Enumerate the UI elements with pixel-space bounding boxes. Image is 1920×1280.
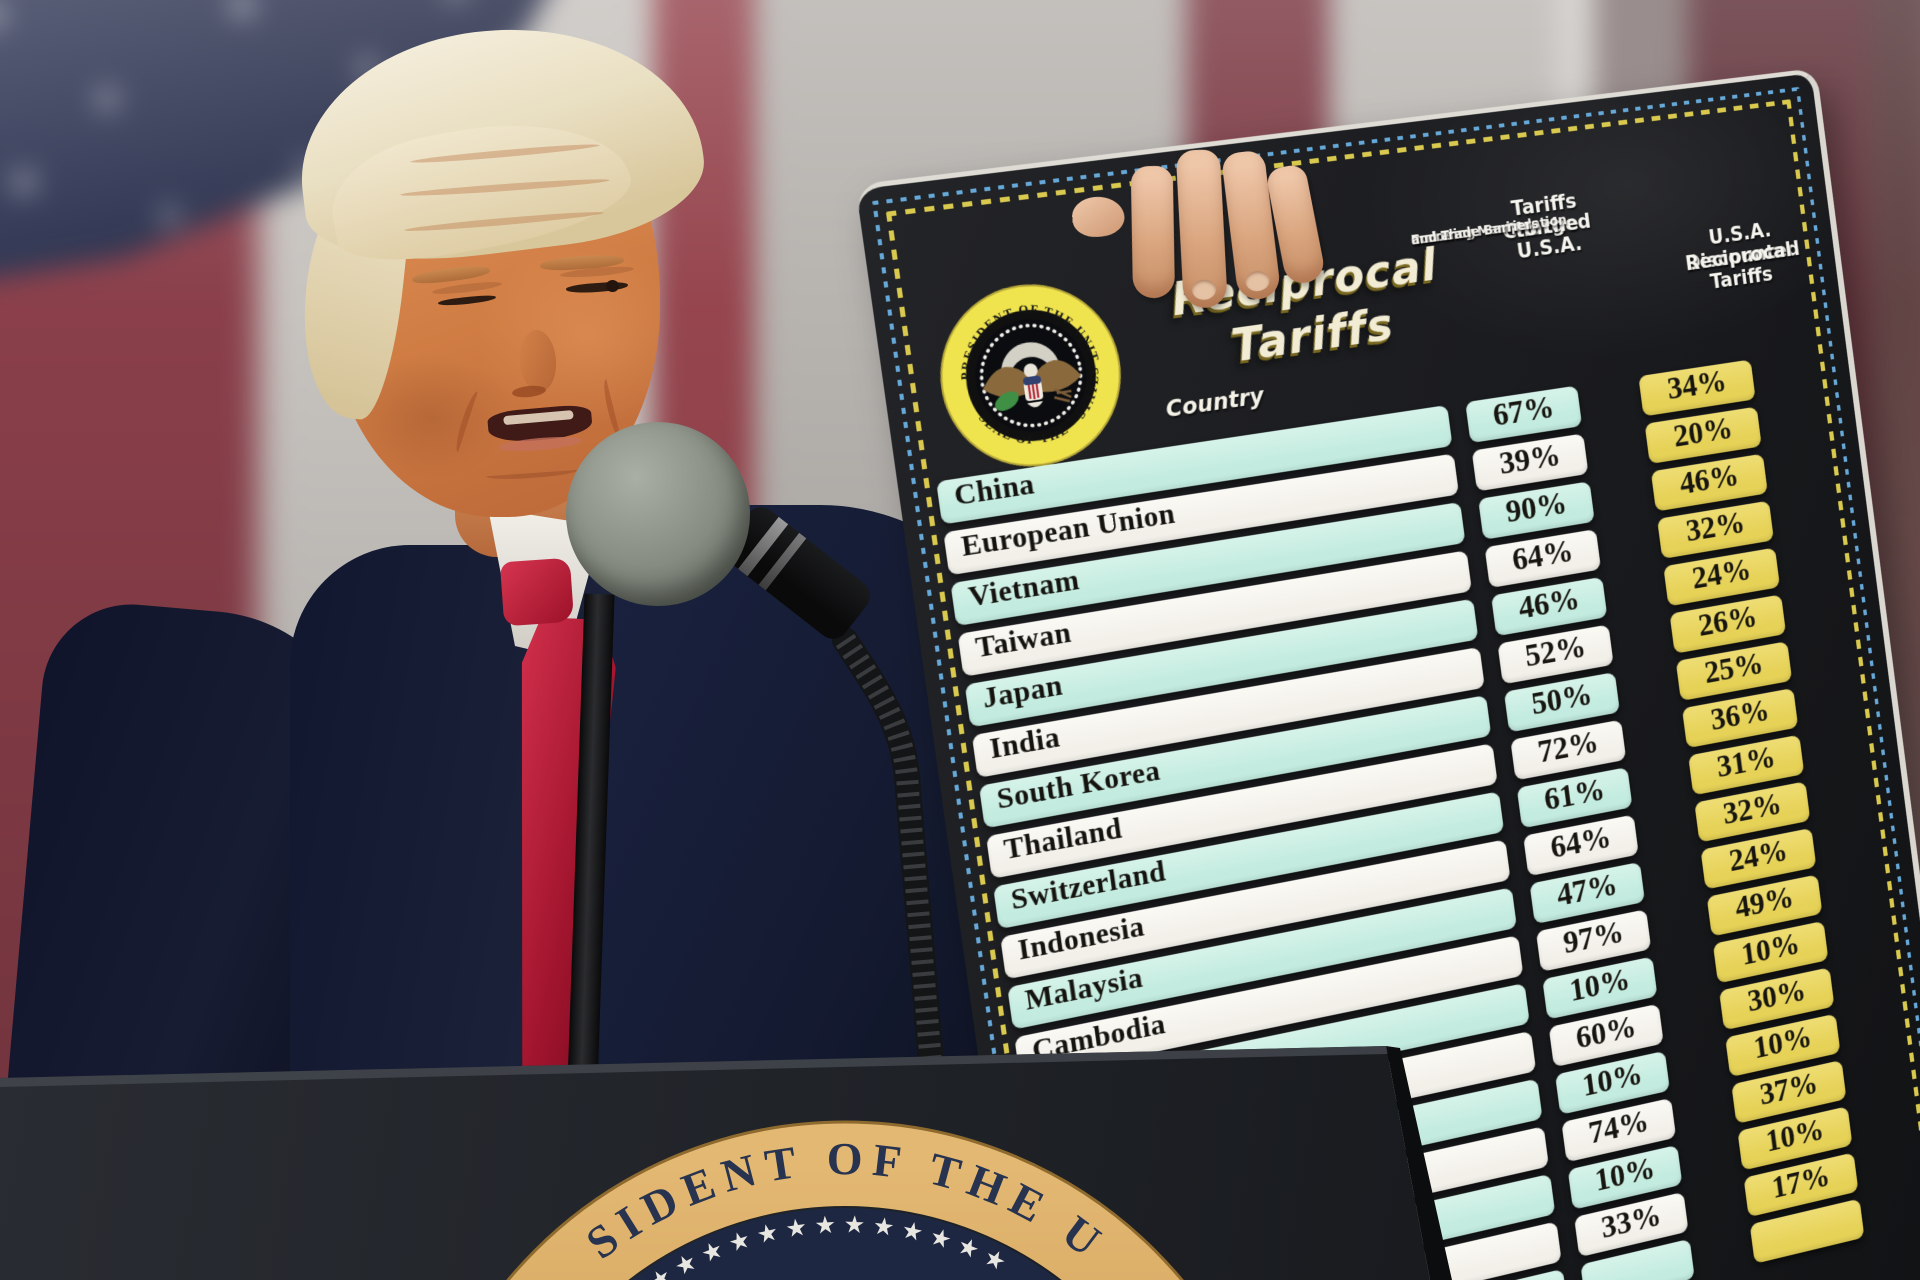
microphone-windscreen: [566, 422, 750, 606]
hand-holding-board: [1067, 137, 1333, 348]
seal-eagle-head: [1022, 362, 1039, 379]
column-header-discounted: U.S.A. Discounted Reciprocal Tariffs: [1594, 218, 1801, 293]
tie-knot: [499, 557, 575, 627]
seal-glory: [998, 338, 1060, 377]
thumb: [1070, 194, 1126, 239]
fingernail: [1244, 269, 1271, 293]
fingernail: [1191, 279, 1217, 301]
discounted-tariff-value: 34%: [1638, 359, 1756, 417]
teeth: [503, 410, 574, 426]
finger: [1130, 165, 1176, 299]
finger: [1175, 148, 1228, 309]
charged-tariff-value: 67%: [1465, 385, 1583, 444]
tariff-board: PRESIDENT OF THE UNITED SEAL OF THE · ST…: [855, 67, 1920, 1280]
iris-right: [606, 280, 619, 292]
column-header-charged: Tariffs Charged to the U.S.A. Including …: [1407, 189, 1592, 263]
